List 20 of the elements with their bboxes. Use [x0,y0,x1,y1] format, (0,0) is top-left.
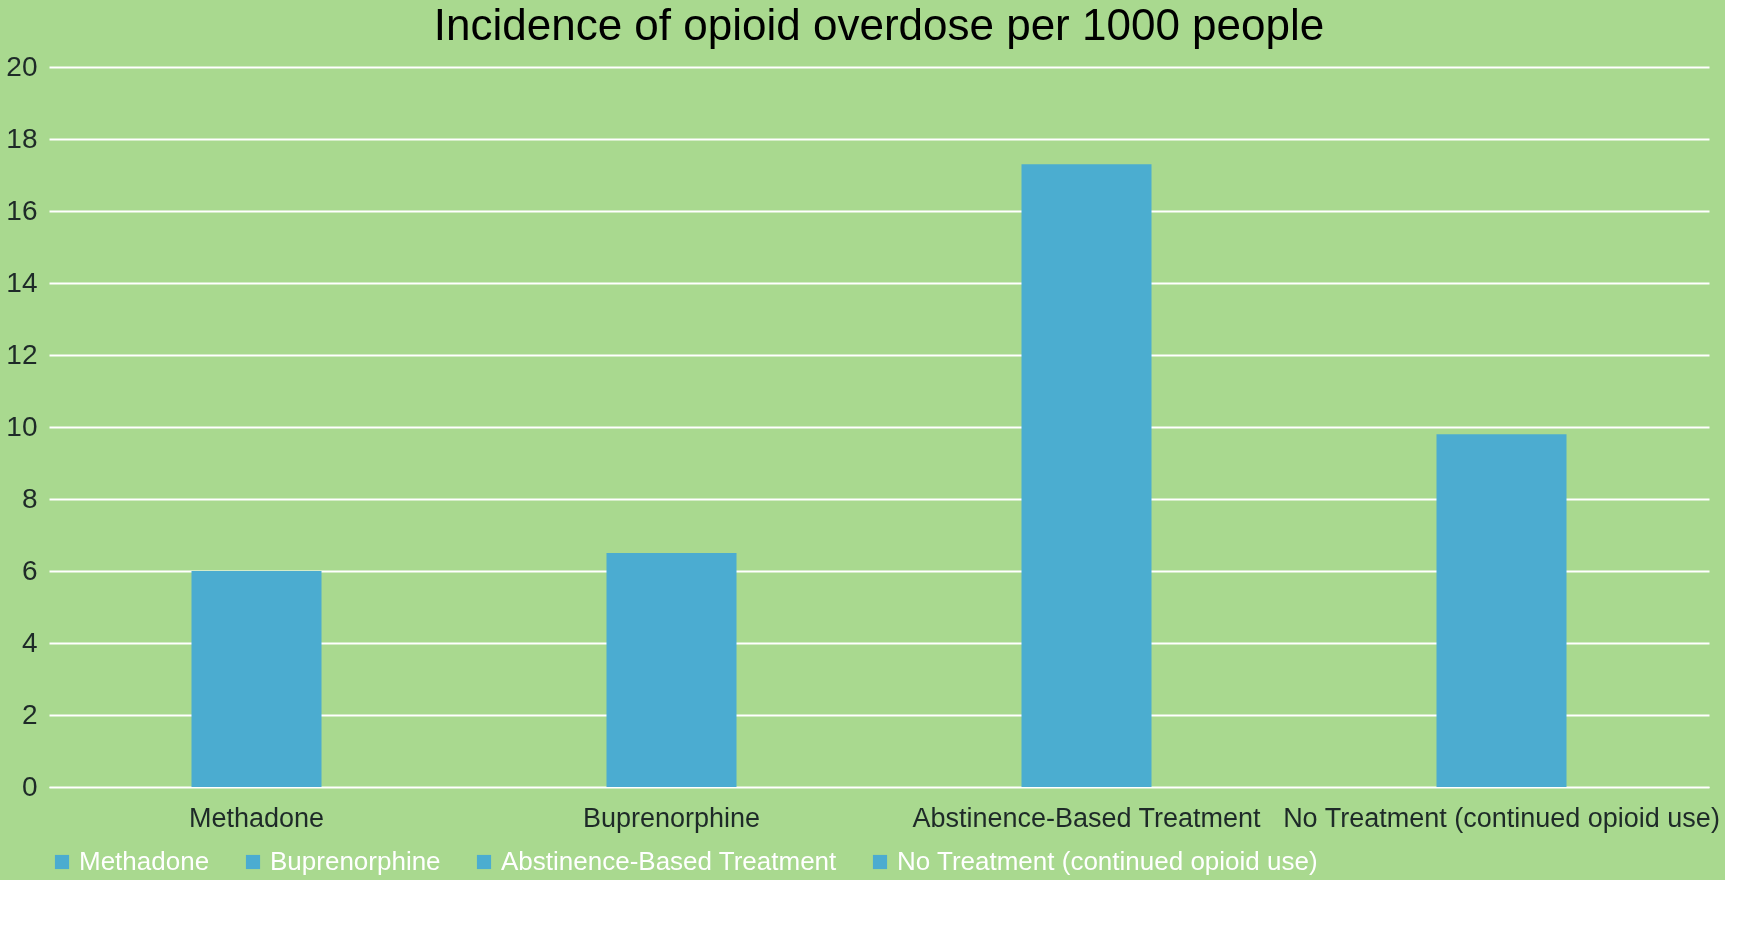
x-tick-label: No Treatment (continued opioid use) [1283,802,1720,833]
x-tick-label: Methadone [188,802,325,833]
y-tick-label: 14 [6,266,38,298]
y-tick-label: 18 [6,122,38,154]
y-tick-label: 2 [21,698,38,730]
y-tick-label: 20 [6,50,38,82]
chart-title: Incidence of opioid overdose per 1000 people [433,0,1325,49]
y-tick-label: 6 [21,554,38,586]
x-tick-label: Abstinence-Based Treatment [912,802,1262,833]
y-tick-label: 0 [21,770,38,802]
x-tick-label: Buprenorphine [582,802,761,833]
y-tick-label: 8 [21,482,38,514]
y-tick-label: 10 [6,410,38,442]
legend-label: No Treatment (continued opioid use) [897,846,1318,876]
legend-label: Methadone [79,846,210,876]
y-tick-label: 12 [6,338,38,370]
legend-label: Abstinence-Based Treatment [501,846,838,876]
legend-label: Buprenorphine [270,846,441,876]
y-tick-label: 16 [6,194,38,226]
y-tick-label: 4 [21,626,38,658]
